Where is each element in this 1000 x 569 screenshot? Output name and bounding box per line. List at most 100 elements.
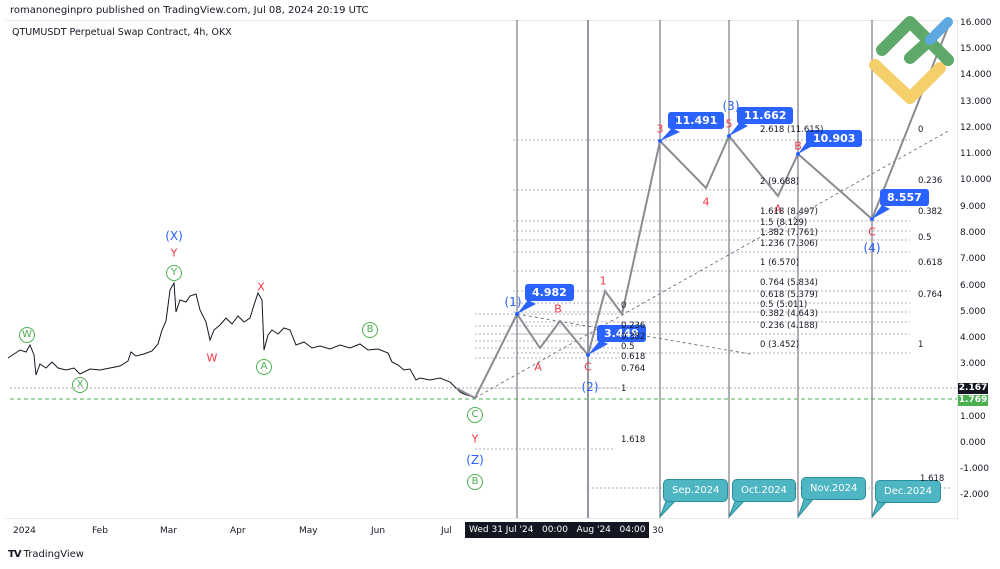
wave-label-circle: A [256,359,272,375]
wave-label: (4) [863,241,881,255]
wave-label: X [257,280,265,294]
fib-ext-label: 1.618 [920,474,945,484]
fib-label: 0.236 [621,321,646,331]
y-tick: 16.000 [960,18,992,28]
trend-lines [474,129,951,399]
chart-frame[interactable] [5,20,958,520]
y-tick: 6.000 [960,281,986,291]
callout-4982: 4.982 [525,284,574,301]
fib-label: 1.618 [621,435,646,445]
wave-label: C [868,225,876,239]
wave-label-circle: X [72,377,88,393]
month-bubble-oct: Oct.2024 [732,479,796,502]
x-tick: Apr [230,526,246,536]
projection-path [455,21,951,400]
fib-ext-label: 0 (3.452) [760,340,800,350]
y-tick: 15.000 [960,44,992,54]
wave-label: 5 [725,117,733,131]
fib-right-label: 0.764 [918,290,943,300]
y-tick: 12.000 [960,123,992,133]
fib-right-label: 0.382 [918,207,943,217]
wave-label: (1) [504,295,522,309]
wave-label: 4 [702,195,710,209]
y-tick: 3.000 [960,359,986,369]
wave-label: A [534,360,542,374]
y-tick: 4.000 [960,333,986,343]
fib-ext-label: 1.5 (8.129) [760,218,808,228]
y-tick: 0.000 [960,438,986,448]
wave-label: C [584,360,592,374]
fib-ext-label: 1.618 (8.497) [760,207,819,217]
callout-8557: 8.557 [880,189,929,206]
fib-ext-label: 1.236 (7.306) [760,239,819,249]
wave-label: 1 [599,274,607,288]
month-bubble-nov: Nov.2024 [801,477,867,500]
tradingview-logo-icon: TV [8,549,22,560]
wave-label: Y [471,432,479,446]
wave-label: Y [170,246,178,260]
fib-label: 1 [621,384,627,394]
wave-label-circle: C [467,407,483,423]
month-bubble-sep: Sep.2024 [663,479,729,502]
y-tick: 7.000 [960,254,986,264]
wave-label-circle: B [467,474,483,490]
fib-ext-label: 1 (6.570) [760,258,800,268]
footer-brand[interactable]: TV TradingView [8,549,84,560]
wave-label: 3 [656,122,664,136]
published-info: romanoneginpro published on TradingView.… [10,5,369,16]
y-tick: 13.000 [960,97,992,107]
wave-label: (2) [581,380,599,394]
fib-label: 0 [621,301,627,311]
y-tick: 8.000 [960,228,986,238]
y-tick: 9.000 [960,202,986,212]
fib-ext-label: 0.382 (4.643) [760,309,819,319]
wave-label-circle: Y [166,265,182,281]
fib-ext-label: 1.382 (7.761) [760,228,819,238]
brand-name: TradingView [23,549,84,560]
month-bubble-dec: Dec.2024 [875,480,941,503]
fib-right-label: 1 [918,340,924,350]
callout-10903: 10.903 [806,130,863,147]
y-tick: 11.000 [960,149,992,159]
y-tick: 5.000 [960,307,986,317]
x-tick: Mar [160,526,177,536]
fib-ext-label: 0.764 (5.834) [760,278,819,288]
x-axis-border [5,518,958,519]
fib-label: 0.5 [621,342,635,352]
x-tick: Feb [92,526,108,536]
x-tick: 2024 [13,526,36,536]
last-price-badge: 2.167 [958,383,988,394]
y-tick: -1.000 [960,464,990,474]
y-tick: -2.000 [960,490,990,500]
brand-logo-icon [869,16,954,104]
wave-label: B [794,139,802,153]
callout-3449: 3.449 [597,325,646,342]
fib-ext-label: 0.618 (5.379) [760,290,819,300]
fib-label: 0.382 [621,332,646,342]
x-tick: Jul [441,526,452,536]
fib-ext-label: 0.5 (5.011) [760,300,808,310]
y-axis[interactable] [957,20,958,520]
x-cursor-label: Wed 31 Jul '24 00:00 Aug '24 04:00 [465,522,650,538]
symbol-title: QTUMUSDT Perpetual Swap Contract, 4h, OK… [12,27,232,38]
wave-label: (Z) [466,453,484,467]
wave-label-circle: W [19,327,35,343]
fib-label: 0.764 [621,364,646,374]
fib-label: 0.618 [621,352,646,362]
wave-label: (X) [165,229,183,243]
y-tick: 1.000 [960,412,986,422]
price-series [7,281,471,397]
callout-11491: 11.491 [668,112,725,129]
fib-right-label: 0.5 [918,233,932,243]
fib-ext-label: 2.618 (11.615) [760,125,824,135]
fib-right-label: 0.236 [918,176,943,186]
fib-ext-label: 2 (9.688) [760,177,800,187]
time-lines [516,20,873,518]
fib-right-label: 0 [918,125,924,135]
wave-label: (3) [722,99,740,113]
x-tick: May [299,526,318,536]
callout-11662: 11.662 [737,107,794,124]
support-price-badge: 1.769 [958,395,988,406]
fib-ext-label: 0.236 (4.188) [760,321,819,331]
